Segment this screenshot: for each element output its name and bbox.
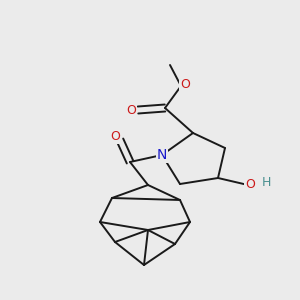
Text: O: O [245,178,255,191]
Text: O: O [110,130,120,142]
Text: O: O [126,103,136,116]
Text: H: H [261,176,271,190]
Text: O: O [180,77,190,91]
Text: N: N [157,148,167,162]
